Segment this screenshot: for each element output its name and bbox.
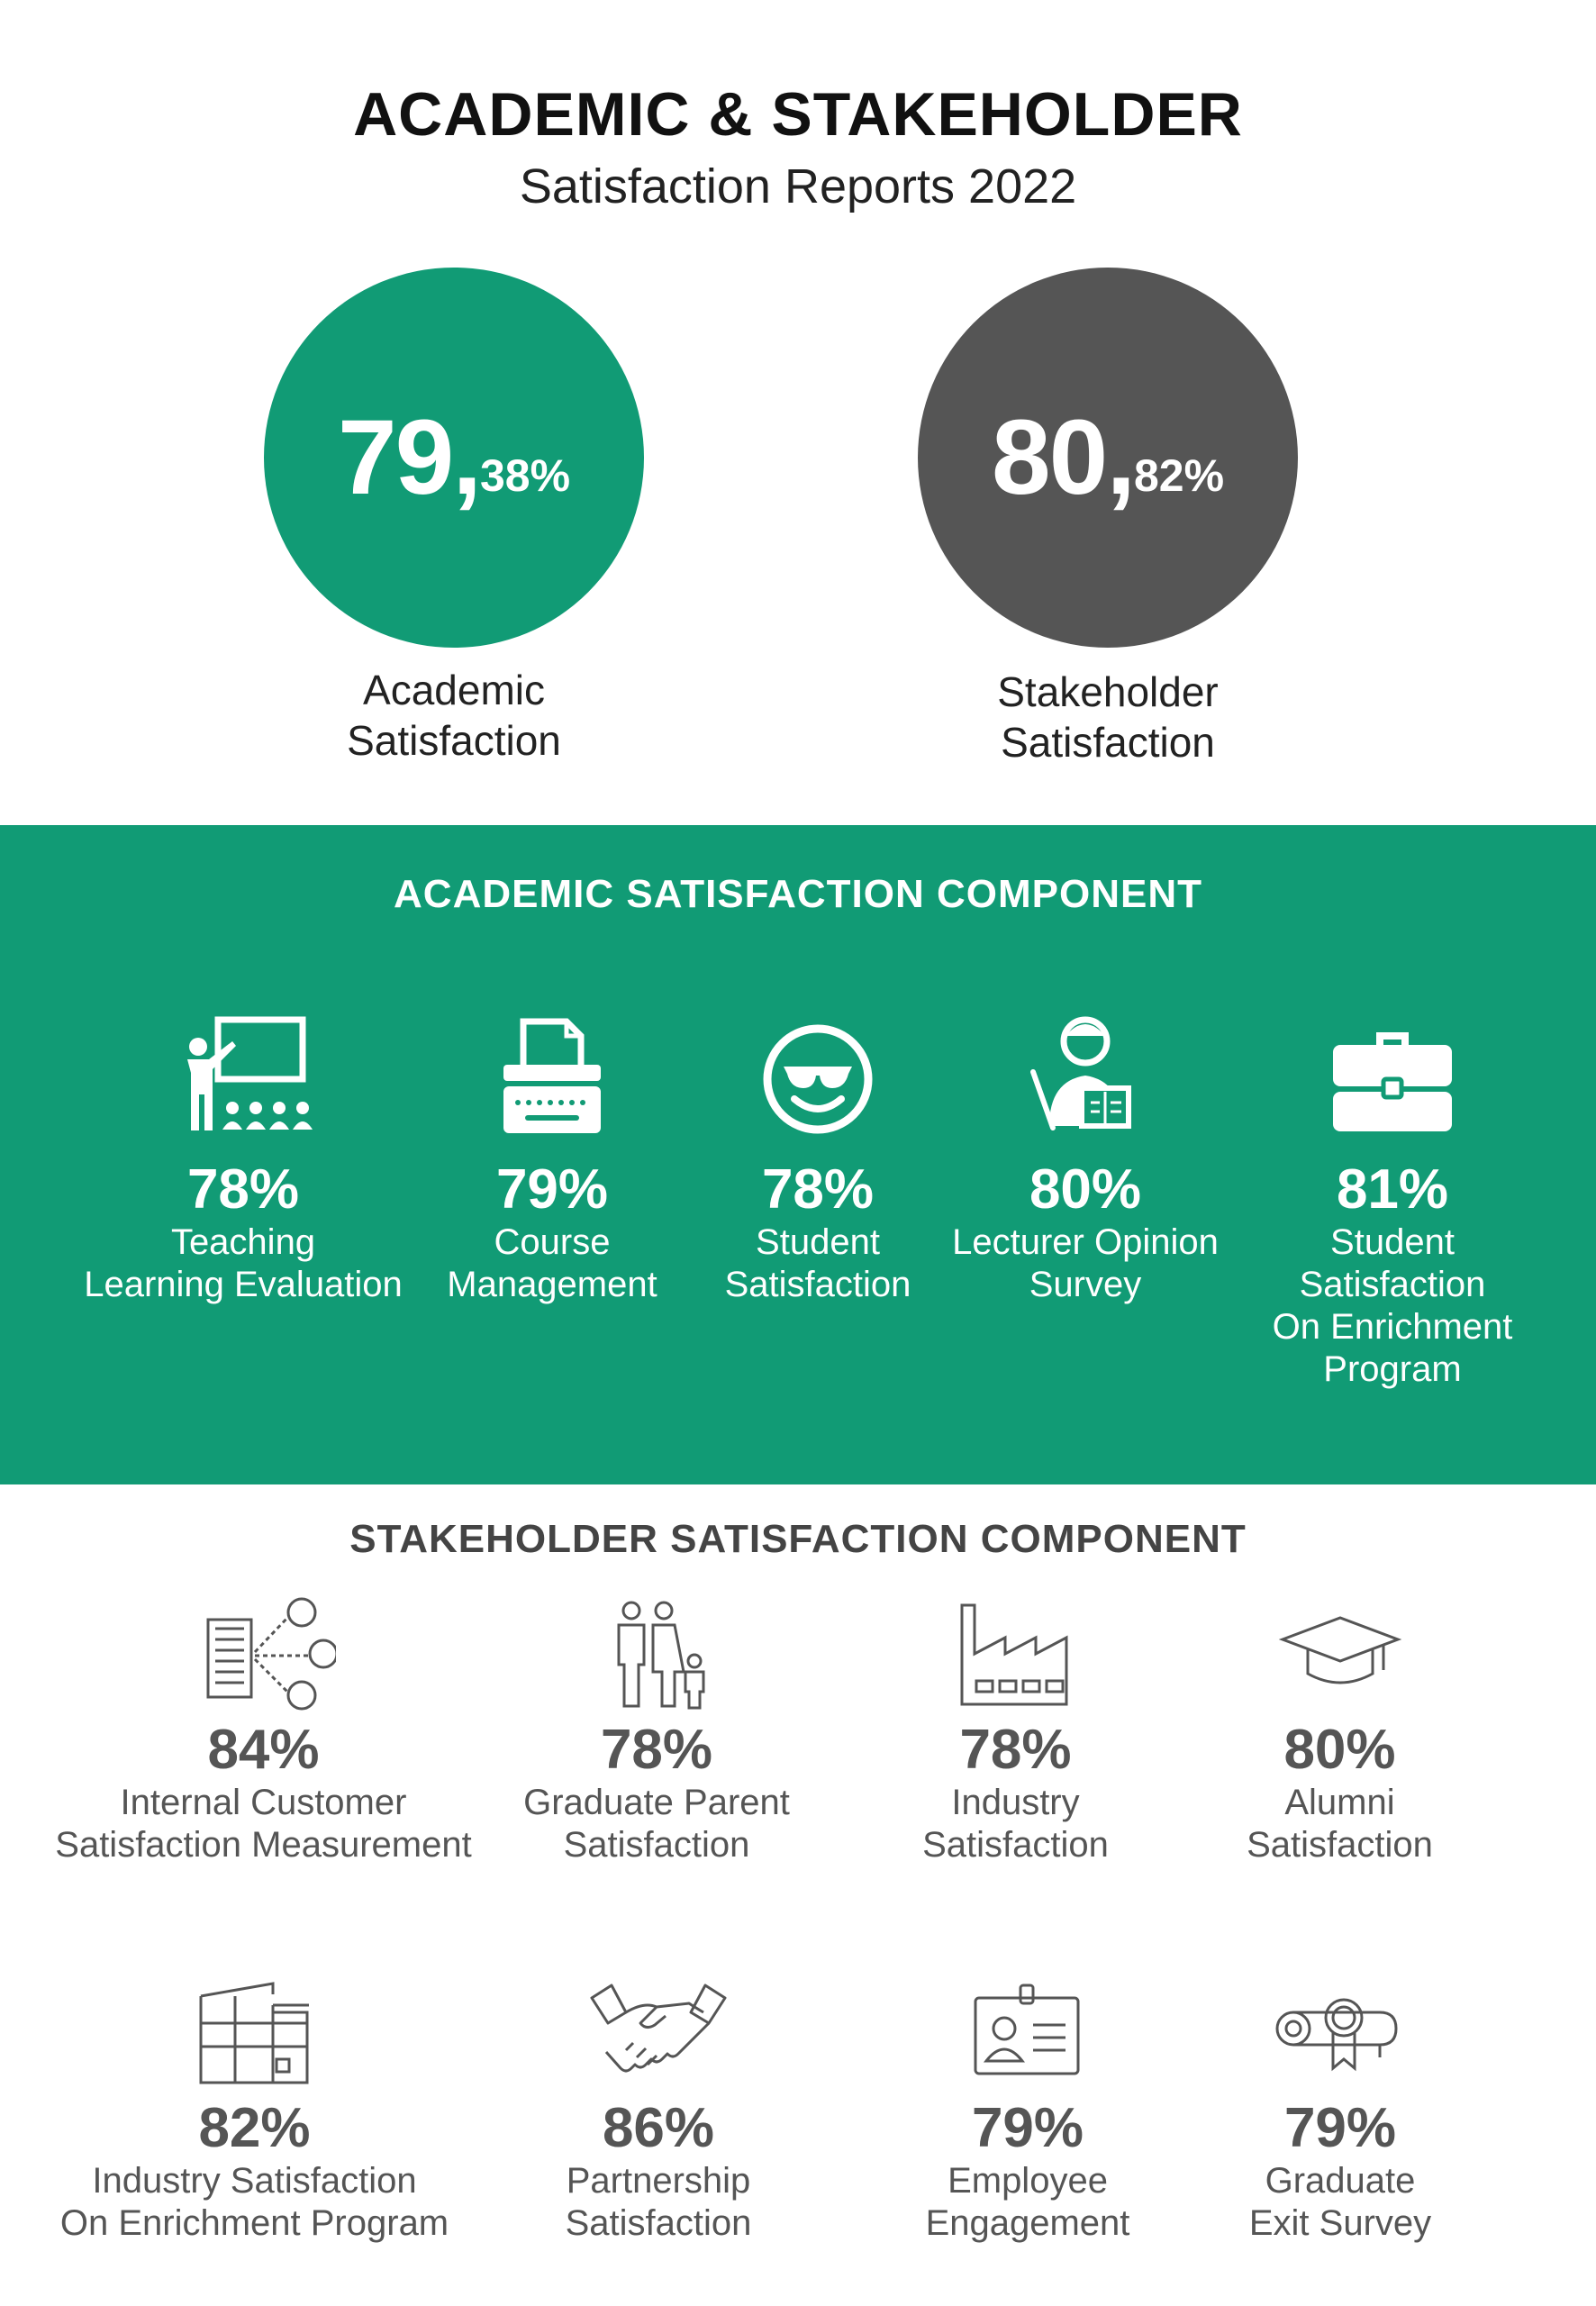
stakeholder-item: 82% Industry Satisfaction On Enrichment … xyxy=(45,1975,464,2245)
academic-item-label-line: Teaching xyxy=(170,1222,316,1262)
stakeholder-item-percent: 82% xyxy=(198,2097,311,2159)
academic-value-main: 79, xyxy=(337,398,482,517)
stakeholder-item-label-line: Engagement xyxy=(925,2203,1130,2243)
academic-item-label-line: Management xyxy=(447,1265,657,1304)
stakeholder-item: 79% Employee Engagement xyxy=(910,1975,1146,2245)
stakeholder-item: 79% Graduate Exit Survey xyxy=(1232,1975,1448,2245)
warehouse-icon xyxy=(199,1982,309,2084)
typewriter-icon xyxy=(503,1018,601,1133)
stakeholder-item: 84% Internal Customer Satisfaction Measu… xyxy=(45,1596,482,1866)
stakeholder-item-label-line: Employee xyxy=(948,2161,1108,2201)
stakeholder-item-label-line: Graduate xyxy=(1265,2161,1416,2201)
academic-item-label-line: Lecturer Opinion xyxy=(952,1222,1219,1262)
academic-item-label: Student Satisfaction On Enrichment Progr… xyxy=(1248,1221,1537,1391)
stakeholder-item-label: Alumni Satisfaction xyxy=(1225,1782,1455,1866)
stakeholder-item-label-line: Satisfaction xyxy=(922,1825,1109,1865)
stakeholder-item-label-line: Partnership xyxy=(566,2161,751,2201)
stakeholder-item-label-line: On Enrichment Program xyxy=(59,2203,449,2243)
stakeholder-item-percent: 79% xyxy=(1283,2097,1397,2159)
stakeholder-label-line: Stakeholder xyxy=(997,668,1219,715)
academic-item-label: Course Management xyxy=(417,1221,687,1306)
stakeholder-item-label-line: Alumni xyxy=(1284,1783,1395,1822)
academic-item-label-line: Satisfaction xyxy=(1299,1265,1486,1304)
academic-item: 81% Student Satisfaction On Enrichment P… xyxy=(1248,1009,1537,1391)
stakeholder-summary-label: Stakeholder Satisfaction xyxy=(883,667,1333,767)
lecturer-icon xyxy=(1030,1016,1131,1130)
stakeholder-item-label-line: Satisfaction xyxy=(1247,1825,1433,1865)
academic-item-label-line: On Enrichment xyxy=(1272,1307,1513,1347)
briefcase-icon xyxy=(1333,1032,1452,1131)
stakeholder-item-label-line: Satisfaction xyxy=(563,1825,750,1865)
academic-value-decimal: 38% xyxy=(479,450,571,501)
academic-item-label-line: Course xyxy=(494,1222,611,1262)
stakeholder-item-label: Industry Satisfaction On Enrichment Prog… xyxy=(45,2160,464,2245)
stakeholder-item-label: Employee Engagement xyxy=(910,2160,1146,2245)
stakeholder-item-label-line: Graduate Parent xyxy=(523,1783,790,1822)
stakeholder-item-percent: 78% xyxy=(600,1719,713,1781)
academic-item-label: Lecturer Opinion Survey xyxy=(937,1221,1234,1306)
academic-item-percent: 78% xyxy=(186,1158,300,1221)
factory-icon xyxy=(960,1603,1067,1706)
academic-component-title: ACADEMIC SATISFACTION COMPONENT xyxy=(394,872,1202,916)
stakeholder-item-percent: 86% xyxy=(602,2097,715,2159)
family-icon xyxy=(617,1601,705,1710)
stakeholder-item-percent: 84% xyxy=(207,1719,320,1781)
stakeholder-item-percent: 79% xyxy=(971,2097,1084,2159)
stakeholder-item-label-line: Satisfaction Measurement xyxy=(55,1825,472,1865)
stakeholder-item-label: Partnership Satisfaction xyxy=(531,2160,785,2245)
sunglasses-smiley-icon xyxy=(763,1024,873,1134)
academic-item-label-line: Program xyxy=(1323,1349,1462,1389)
teacher-board-icon xyxy=(187,1016,313,1130)
academic-label-line: Academic xyxy=(363,667,545,713)
academic-item-label-line: Student xyxy=(756,1222,880,1262)
stakeholder-value-main: 80, xyxy=(991,398,1136,517)
page-subtitle: Satisfaction Reports 2022 xyxy=(519,159,1077,213)
stakeholder-item-label-line: Internal Customer xyxy=(120,1783,407,1822)
stakeholder-item-percent: 78% xyxy=(959,1719,1072,1781)
stakeholder-item: 78% Graduate Parent Satisfaction xyxy=(512,1596,802,1866)
stakeholder-item-label: Internal Customer Satisfaction Measureme… xyxy=(45,1782,482,1866)
academic-item-label-line: Student xyxy=(1330,1222,1455,1262)
academic-item-percent: 79% xyxy=(495,1158,609,1221)
academic-component-band xyxy=(0,825,1596,1484)
stakeholder-item-label-line: Industry xyxy=(951,1783,1080,1822)
academic-item-percent: 80% xyxy=(1029,1158,1142,1221)
building-network-icon xyxy=(206,1597,338,1711)
stakeholder-item: 78% Industry Satisfaction xyxy=(901,1596,1130,1866)
academic-label-line: Satisfaction xyxy=(347,717,561,764)
handshake-icon xyxy=(590,1984,727,2073)
diploma-icon xyxy=(1275,1998,1398,2072)
stakeholder-component-title: STAKEHOLDER SATISFACTION COMPONENT xyxy=(349,1517,1247,1561)
academic-item: 78% Student Satisfaction xyxy=(701,1009,935,1306)
stakeholder-label-line: Satisfaction xyxy=(1001,719,1215,766)
stakeholder-item-label-line: Satisfaction xyxy=(565,2203,752,2243)
stakeholder-item-label-line: Exit Survey xyxy=(1248,2203,1432,2243)
page-title: ACADEMIC & STAKEHOLDER xyxy=(353,80,1243,149)
academic-item-label-line: Survey xyxy=(1029,1265,1142,1304)
academic-summary-circle: 79, 38% xyxy=(264,268,644,648)
academic-item-percent: 81% xyxy=(1336,1158,1449,1221)
academic-item: 79% Course Management xyxy=(417,1009,687,1306)
stakeholder-item-label-line: Industry Satisfaction xyxy=(92,2161,417,2201)
stakeholder-item: 80% Alumni Satisfaction xyxy=(1225,1596,1455,1866)
academic-item-label-line: Satisfaction xyxy=(724,1265,911,1304)
graduation-cap-icon xyxy=(1278,1616,1401,1684)
stakeholder-item-label: Industry Satisfaction xyxy=(901,1782,1130,1866)
stakeholder-value-decimal: 82% xyxy=(1133,450,1225,501)
academic-item-label: Teaching Learning Evaluation xyxy=(72,1221,414,1306)
id-card-icon xyxy=(974,1984,1080,2075)
academic-item-label-line: Learning Evaluation xyxy=(84,1265,403,1304)
academic-item-percent: 78% xyxy=(761,1158,875,1221)
academic-item: 78% Teaching Learning Evaluation xyxy=(72,1009,414,1306)
stakeholder-item-percent: 80% xyxy=(1283,1719,1396,1781)
academic-summary-label: Academic Satisfaction xyxy=(229,665,679,766)
stakeholder-summary-circle: 80, 82% xyxy=(918,268,1298,648)
stakeholder-item: 86% Partnership Satisfaction xyxy=(531,1975,785,2245)
academic-item: 80% Lecturer Opinion Survey xyxy=(937,1009,1234,1306)
stakeholder-item-label: Graduate Exit Survey xyxy=(1232,2160,1448,2245)
stakeholder-item-label: Graduate Parent Satisfaction xyxy=(512,1782,802,1866)
academic-item-label: Student Satisfaction xyxy=(701,1221,935,1306)
